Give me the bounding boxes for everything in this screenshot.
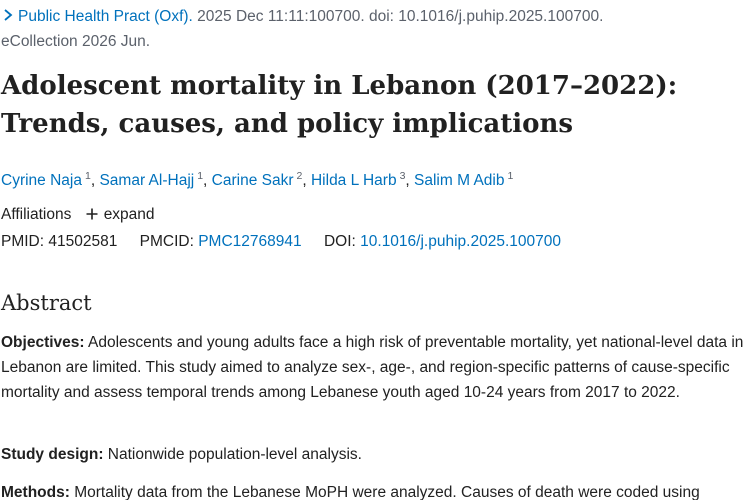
pmid-value: 41502581: [48, 233, 118, 250]
author-link[interactable]: Carine Sakr: [211, 172, 294, 189]
abstract-objectives: Objectives: Adolescents and young adults…: [1, 330, 746, 405]
doi-label: DOI:: [323, 233, 356, 250]
title-line-1: Adolescent mortality in Lebanon (2017–20…: [1, 71, 678, 101]
design-text: Nationwide population-level analysis.: [103, 446, 362, 463]
chevron-right-icon[interactable]: [1, 8, 15, 22]
author-link[interactable]: Salim M Adib: [414, 172, 505, 189]
methods-label: Methods:: [1, 484, 70, 500]
plus-icon: [86, 208, 98, 220]
pmcid-link[interactable]: PMC12768941: [198, 233, 302, 250]
author-list: Cyrine Naja 1, Samar Al-Hajj 1, Carine Sak…: [1, 164, 513, 193]
author-link[interactable]: Samar Al-Hajj: [99, 172, 195, 189]
author-separator: ,: [405, 172, 415, 189]
citation-line-2: eCollection 2026 Jun.: [1, 33, 151, 50]
abstract-study-design: Study design: Nationwide population-leve…: [1, 442, 746, 467]
abstract-heading: Abstract: [1, 291, 92, 315]
expand-label: expand: [103, 206, 155, 223]
author-affiliation-ref[interactable]: 1: [507, 170, 514, 182]
author-affiliation-ref[interactable]: 3: [399, 170, 406, 182]
objectives-text: Adolescents and young adults face a high…: [1, 334, 744, 401]
author-link[interactable]: Cyrine Naja: [1, 172, 82, 189]
author-link[interactable]: Hilda L Harb: [310, 172, 397, 189]
author-affiliation-ref[interactable]: 1: [84, 170, 91, 182]
author-affiliation-ref[interactable]: 1: [197, 170, 204, 182]
affiliations-expand-button[interactable]: expand: [86, 206, 155, 223]
pmid-label: PMID:: [1, 233, 45, 250]
journal-link[interactable]: Public Health Pract (Oxf).: [18, 8, 193, 25]
author-separator: ,: [203, 172, 212, 189]
abstract-methods: Methods: Mortality data from the Lebanes…: [1, 480, 746, 500]
title-line-2: Trends, causes, and policy implications: [1, 109, 574, 139]
affiliations-label: Affiliations: [1, 206, 72, 223]
article-title: Adolescent mortality in Lebanon (2017–20…: [1, 67, 746, 143]
author-separator: ,: [90, 172, 100, 189]
citation: Public Health Pract (Oxf). 2025 Dec 11:1…: [1, 4, 746, 54]
author-separator: ,: [302, 172, 311, 189]
doi-link[interactable]: 10.1016/j.puhip.2025.100700: [360, 233, 561, 250]
objectives-label: Objectives:: [1, 334, 85, 351]
citation-details: 2025 Dec 11:11:100700. doi: 10.1016/j.pu…: [197, 8, 604, 25]
design-label: Study design:: [1, 446, 104, 463]
author-affiliation-ref[interactable]: 2: [296, 170, 303, 182]
affiliations-row: Affiliations expand: [1, 203, 155, 227]
identifiers-row: PMID: 41502581 PMCID: PMC12768941 DOI: 1…: [1, 230, 561, 254]
citation-line-1: Public Health Pract (Oxf). 2025 Dec 11:1…: [1, 4, 746, 29]
pmcid-label: PMCID:: [139, 233, 194, 250]
methods-text: Mortality data from the Lebanese MoPH we…: [69, 484, 700, 500]
